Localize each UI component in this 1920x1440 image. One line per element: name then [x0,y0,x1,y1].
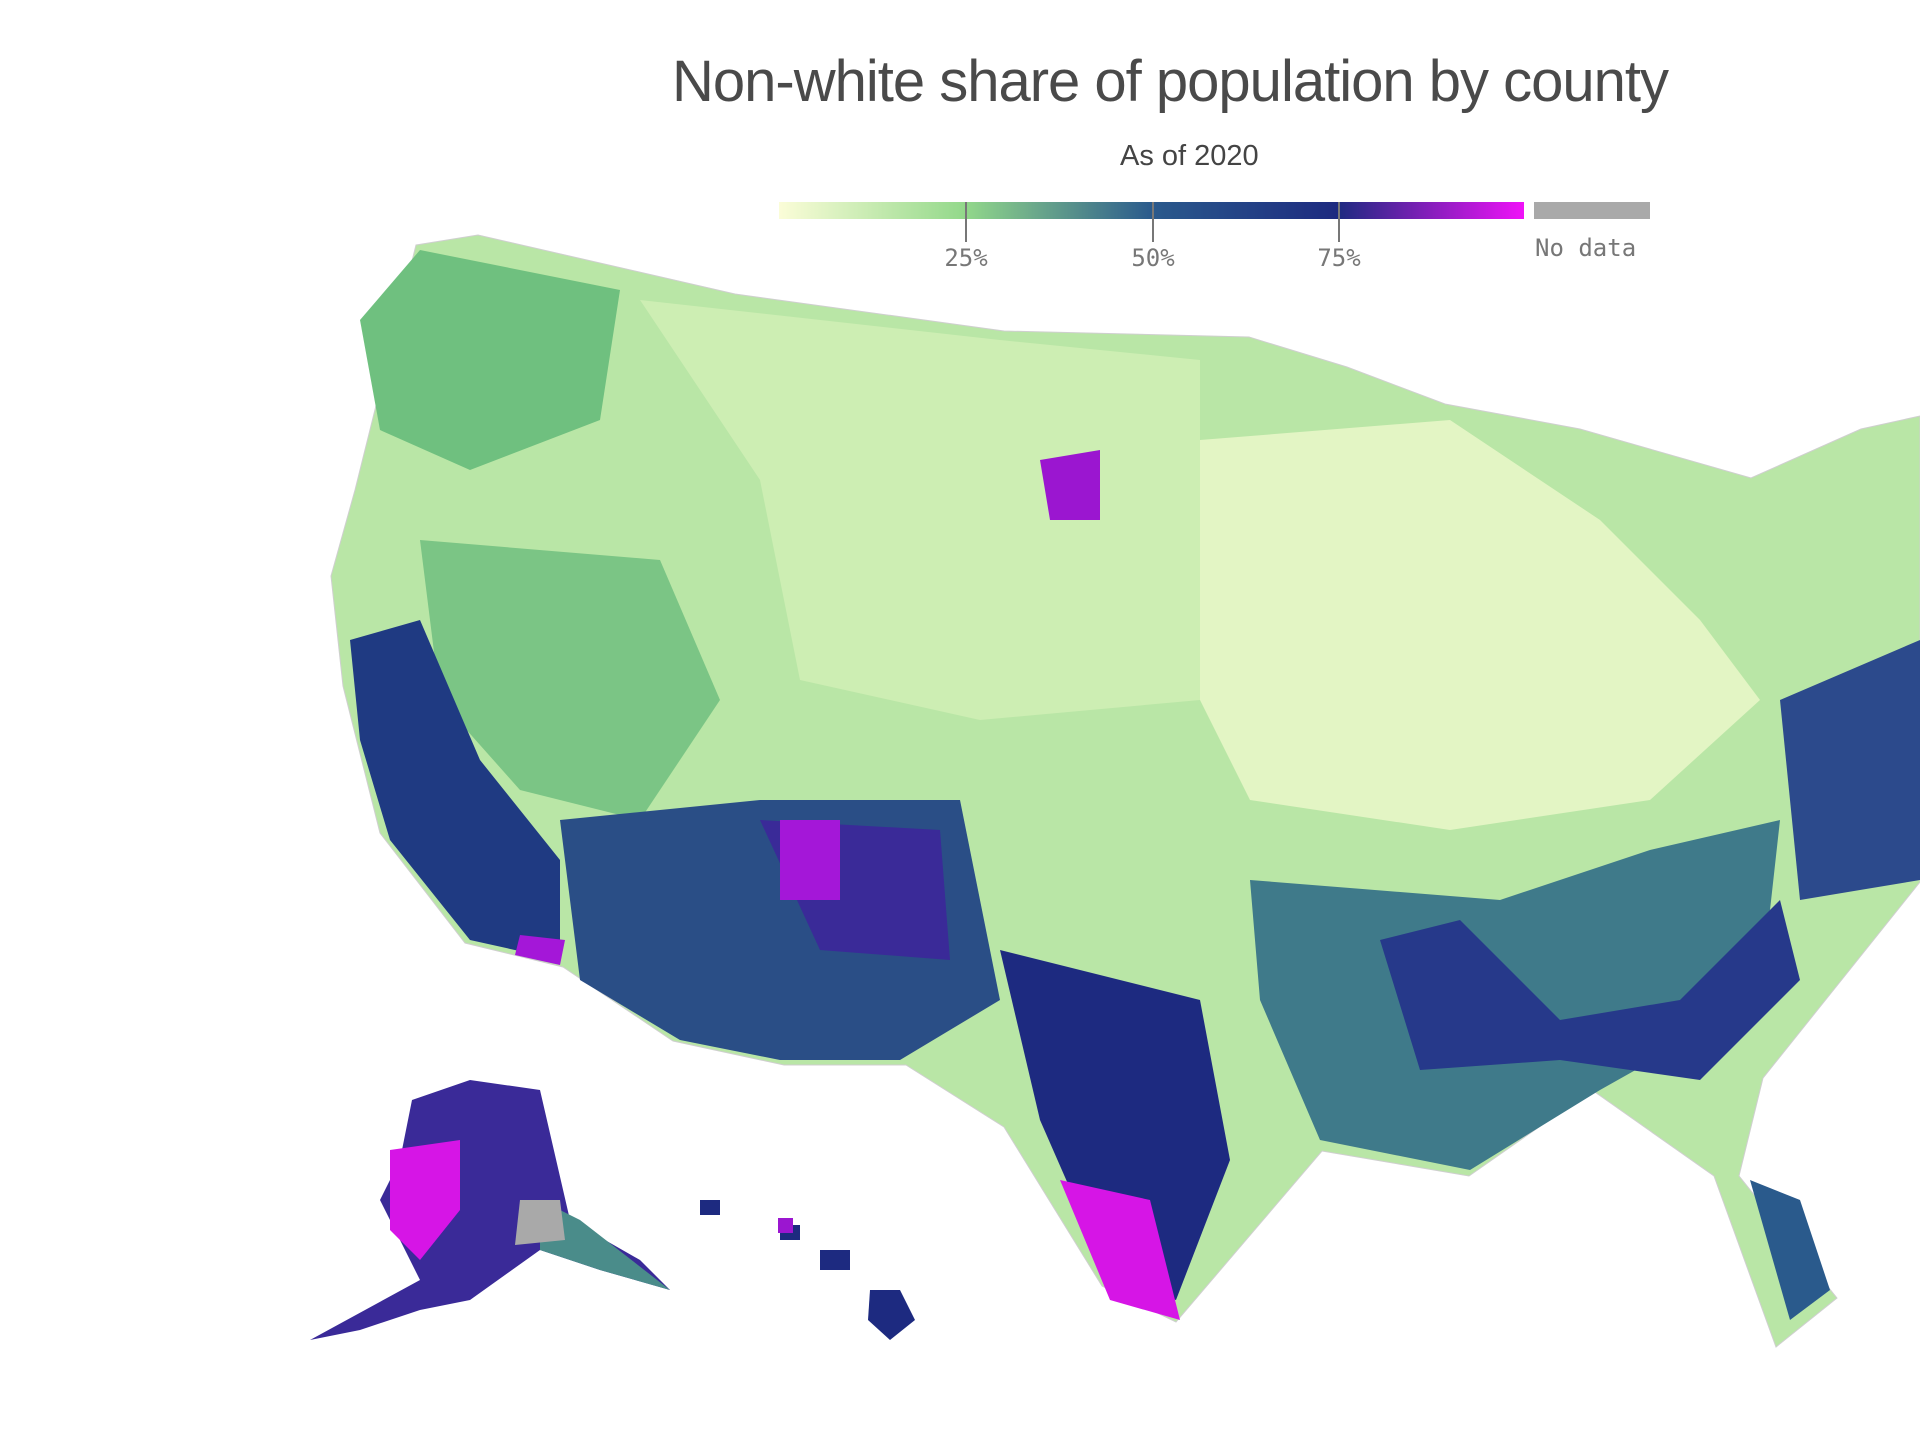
chart-title: Non-white share of population by county [672,49,1669,114]
region-west-mid [420,540,720,820]
alaska [310,1080,670,1340]
hawaii [700,1200,915,1340]
region-california [350,620,560,960]
contiguous-us [330,234,1920,1348]
region-imperial [515,935,565,965]
alaska-southeast [540,1200,670,1290]
legend-tick-50 [1152,202,1154,242]
legend-no-data-label: No data [1535,234,1637,262]
region-south-texas [1000,950,1230,1300]
alaska-west [390,1140,460,1260]
hawaii-niihau [700,1200,720,1215]
legend-tick-75 [1338,202,1340,242]
region-florida-south [1750,1180,1830,1320]
region-south [1250,820,1780,1170]
legend-tick-label: 25% [944,244,988,272]
region-great-plains [640,300,1200,720]
hawaii-big-island [868,1290,915,1340]
legend-tick-label: 50% [1131,244,1175,272]
hawaii-oahu [780,1225,800,1240]
legend-tick-25 [965,202,967,242]
region-northwest [360,250,620,470]
hawaii-kauai [778,1218,793,1233]
region-arizona-reservations [780,820,840,900]
region-mid-atlantic [1780,640,1920,900]
contiguous-us-base [330,234,1920,1348]
region-rio-grande [1060,1180,1180,1320]
legend-no-data-swatch [1534,202,1650,219]
alaska-base [310,1080,670,1340]
legend-subtitle: As of 2020 [1120,140,1259,172]
hawaii-maui [820,1250,850,1270]
region-southwest [560,800,1000,1060]
region-new-mexico [760,820,950,960]
legend-tick-label: 75% [1317,244,1361,272]
region-upper-midwest [1200,420,1760,830]
alaska-no-data [515,1200,565,1245]
region-black-belt [1380,900,1800,1080]
region-sd-reservations [1040,450,1100,520]
